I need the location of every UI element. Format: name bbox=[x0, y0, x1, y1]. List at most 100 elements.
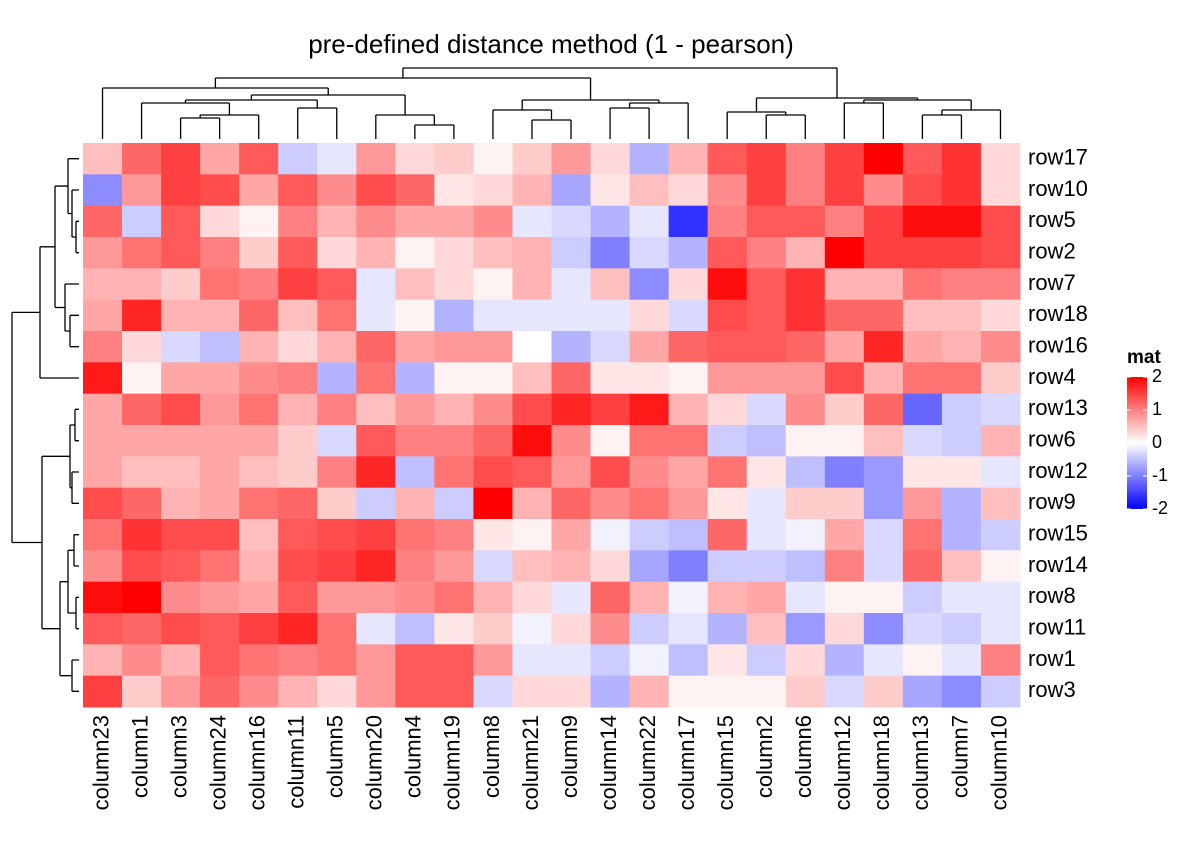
dendrogram-branch bbox=[41, 455, 70, 630]
dendrogram-branch bbox=[71, 659, 79, 692]
heatmap-cell bbox=[980, 331, 1021, 363]
heatmap-cell bbox=[980, 268, 1021, 301]
heatmap-cell bbox=[512, 613, 552, 645]
heatmap-cell bbox=[317, 581, 357, 614]
heatmap-cell bbox=[902, 581, 943, 614]
heatmap-cell bbox=[395, 237, 435, 269]
heatmap-cell bbox=[278, 613, 318, 645]
column-label: column24 bbox=[205, 715, 230, 810]
heatmap-cell bbox=[746, 456, 787, 489]
heatmap-cell bbox=[941, 675, 982, 708]
heatmap-cell bbox=[707, 174, 748, 207]
dendrogram-branch bbox=[11, 311, 42, 544]
heatmap-cell bbox=[668, 487, 709, 520]
heatmap-cell bbox=[122, 581, 162, 614]
heatmap-cell bbox=[278, 268, 318, 301]
heatmap-cell bbox=[551, 331, 592, 363]
row-label: row13 bbox=[1028, 395, 1088, 420]
row-label: row10 bbox=[1028, 176, 1088, 201]
heatmap-cell bbox=[434, 644, 474, 677]
heatmap-cell bbox=[941, 581, 982, 614]
heatmap-cell bbox=[512, 519, 552, 551]
heatmap-cell bbox=[668, 393, 709, 426]
heatmap-cell bbox=[629, 143, 670, 175]
heatmap-cell bbox=[473, 675, 513, 708]
heatmap-cell bbox=[863, 143, 904, 175]
heatmap-cell bbox=[122, 205, 162, 238]
dendrogram-branch bbox=[73, 534, 79, 567]
heatmap-cell bbox=[434, 393, 474, 426]
heatmap-cell bbox=[512, 237, 552, 269]
heatmap-cell bbox=[473, 487, 513, 520]
heatmap-cell bbox=[824, 425, 865, 457]
heatmap-cell bbox=[902, 487, 943, 520]
heatmap-cell bbox=[668, 519, 709, 551]
heatmap-cell bbox=[902, 331, 943, 363]
heatmap-cell bbox=[512, 487, 552, 520]
heatmap-cell bbox=[863, 675, 904, 708]
heatmap-cell bbox=[590, 519, 631, 551]
heatmap-cell bbox=[317, 425, 357, 457]
heatmap-cell bbox=[668, 205, 709, 238]
heatmap-cell bbox=[239, 675, 279, 708]
heatmap-cell bbox=[434, 174, 474, 207]
heatmap-cell bbox=[278, 331, 318, 363]
heatmap-cell bbox=[473, 456, 513, 489]
heatmap-cell bbox=[356, 675, 396, 708]
heatmap-cell bbox=[746, 268, 787, 301]
heatmap-cell bbox=[395, 456, 435, 489]
heatmap-cell bbox=[629, 237, 670, 269]
heatmap-cell bbox=[746, 675, 787, 708]
heatmap-cell bbox=[434, 613, 474, 645]
heatmap-cell bbox=[980, 362, 1021, 395]
heatmap-cell bbox=[122, 237, 162, 269]
column-label: column7 bbox=[947, 715, 972, 798]
row-label: row9 bbox=[1028, 489, 1076, 514]
legend-bar bbox=[1127, 377, 1147, 509]
row-label: row11 bbox=[1028, 614, 1086, 639]
heatmap-cell bbox=[980, 456, 1021, 489]
heatmap-cell bbox=[746, 362, 787, 395]
heatmap-cell bbox=[590, 362, 631, 395]
heatmap-cell bbox=[200, 268, 240, 301]
heatmap-cell bbox=[434, 487, 474, 520]
heatmap-cell bbox=[707, 299, 748, 332]
heatmap-cell bbox=[668, 143, 709, 175]
heatmap-cell bbox=[707, 393, 748, 426]
heatmap-cell bbox=[668, 550, 709, 583]
heatmap-cell bbox=[278, 143, 318, 175]
heatmap-cell bbox=[122, 362, 162, 395]
heatmap-cell bbox=[83, 613, 123, 645]
heatmap-cell bbox=[785, 393, 826, 426]
heatmap-cell bbox=[551, 299, 592, 332]
heatmap-cell bbox=[473, 299, 513, 332]
heatmap-cell bbox=[512, 143, 552, 175]
heatmap-cell bbox=[239, 581, 279, 614]
heatmap-cell bbox=[941, 299, 982, 332]
heatmap-cell bbox=[551, 362, 592, 395]
column-label: column22 bbox=[635, 715, 660, 810]
heatmap-cell bbox=[356, 237, 396, 269]
heatmap-cell bbox=[317, 237, 357, 269]
heatmap-cell bbox=[161, 519, 201, 551]
heatmap-cell bbox=[668, 456, 709, 489]
dendrogram-branch bbox=[69, 314, 79, 348]
dendrogram-branch bbox=[140, 102, 231, 139]
row-label: row17 bbox=[1028, 144, 1088, 169]
heatmap-cell bbox=[83, 268, 123, 301]
dendrogram-branch bbox=[765, 114, 806, 139]
column-label: column8 bbox=[479, 715, 504, 798]
heatmap-cell bbox=[980, 581, 1021, 614]
legend-tick-label: 2 bbox=[1152, 366, 1162, 386]
heatmap-cell bbox=[434, 237, 474, 269]
heatmap-cell bbox=[278, 393, 318, 426]
heatmap-cell bbox=[83, 205, 123, 238]
dendrogram-branch bbox=[64, 283, 79, 332]
heatmap-cell bbox=[83, 644, 123, 677]
heatmap-cell bbox=[200, 205, 240, 238]
heatmap-cell bbox=[122, 331, 162, 363]
dendrogram-branch bbox=[67, 549, 76, 614]
heatmap-cell bbox=[278, 299, 318, 332]
heatmap-cell bbox=[629, 205, 670, 238]
heatmap-cell bbox=[863, 613, 904, 645]
